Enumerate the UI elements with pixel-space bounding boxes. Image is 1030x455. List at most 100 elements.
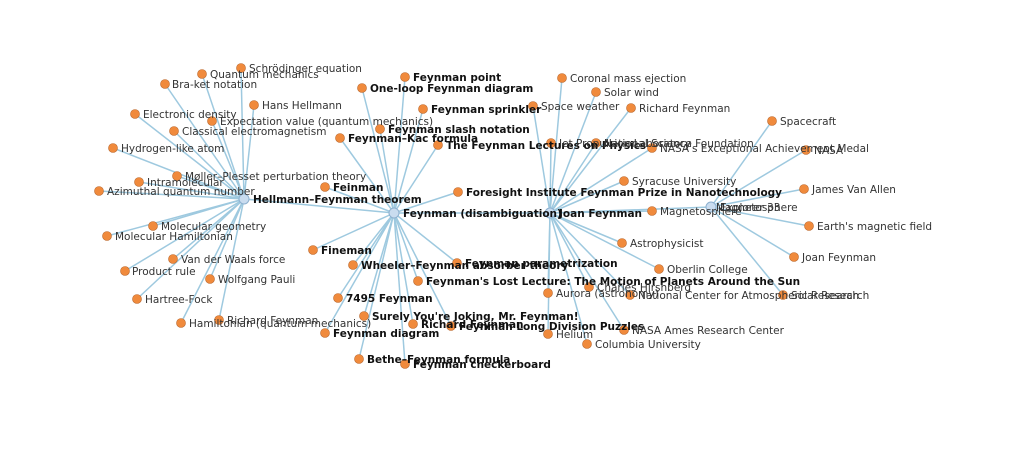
leaf-node[interactable]	[160, 79, 170, 89]
leaf-node[interactable]	[546, 138, 556, 148]
leaf-node[interactable]	[176, 318, 186, 328]
leaf-node[interactable]	[400, 359, 410, 369]
leaf-node[interactable]	[320, 328, 330, 338]
leaf-node[interactable]	[452, 258, 462, 268]
leaf-node[interactable]	[130, 109, 140, 119]
leaf-node[interactable]	[207, 116, 217, 126]
leaf-node[interactable]	[433, 140, 443, 150]
leaf-node[interactable]	[375, 124, 385, 134]
edge-feynman-23	[339, 137, 395, 214]
leaf-node[interactable]	[591, 138, 601, 148]
leaf-node[interactable]	[557, 73, 567, 83]
leaf-node[interactable]	[408, 319, 418, 329]
leaf-node[interactable]	[619, 325, 629, 335]
leaf-label: Solar wind	[604, 87, 659, 99]
leaf-node[interactable]	[94, 186, 104, 196]
hub-node-joan[interactable]	[544, 207, 556, 219]
leaf-label: Feynman checkerboard	[413, 359, 551, 371]
leaf-node[interactable]	[169, 126, 179, 136]
leaf-node[interactable]	[789, 252, 799, 262]
leaf-node[interactable]	[647, 143, 657, 153]
hub-node-hellmann[interactable]	[238, 193, 250, 205]
hub-edge-hellmann-feynman	[243, 198, 395, 214]
leaf-node[interactable]	[619, 176, 629, 186]
leaf-node[interactable]	[647, 206, 657, 216]
leaf-node[interactable]	[591, 87, 601, 97]
leaf-node[interactable]	[413, 276, 423, 286]
edge-hellmann-2	[164, 83, 245, 200]
leaf-label: Product rule	[132, 266, 196, 278]
edge-hellmann-6	[173, 130, 245, 200]
leaf-node[interactable]	[543, 288, 553, 298]
leaf-label: Bethe–Feynman formula	[367, 354, 510, 366]
leaf-label: Hamiltonian (quantum mechanics)	[189, 318, 371, 330]
leaf-node[interactable]	[453, 187, 463, 197]
leaf-node[interactable]	[249, 100, 259, 110]
leaf-label: Feynman Long Division Puzzles	[459, 321, 644, 333]
leaf-node[interactable]	[120, 266, 130, 276]
leaf-node[interactable]	[320, 182, 330, 192]
leaf-node[interactable]	[108, 143, 118, 153]
hub-label-joan: Joan Feynman	[558, 208, 642, 220]
leaf-node[interactable]	[359, 311, 369, 321]
leaf-label: Classical electromagnetism	[182, 126, 326, 138]
edge-feynman-37	[393, 212, 406, 365]
edge-feynman-31	[337, 212, 395, 299]
leaf-node[interactable]	[778, 290, 788, 300]
leaf-label: Schrödinger equation	[249, 63, 362, 75]
hub-node-explorer[interactable]	[705, 201, 717, 213]
leaf-node[interactable]	[102, 231, 112, 241]
leaf-node[interactable]	[584, 282, 594, 292]
edge-hellmann-1	[201, 73, 245, 200]
leaf-node[interactable]	[804, 221, 814, 231]
leaf-node[interactable]	[617, 238, 627, 248]
leaf-node[interactable]	[308, 245, 318, 255]
leaf-node[interactable]	[236, 63, 246, 73]
leaf-node[interactable]	[197, 69, 207, 79]
leaf-label: Jet Propulsion Laboratory	[558, 138, 691, 150]
leaf-node[interactable]	[168, 254, 178, 264]
edge-hellmann-9	[138, 181, 245, 200]
edge-feynman-35	[324, 212, 395, 334]
leaf-node[interactable]	[357, 83, 367, 93]
leaf-label: Bra-ket notation	[172, 79, 257, 91]
leaf-node[interactable]	[767, 116, 777, 126]
leaf-node[interactable]	[654, 264, 664, 274]
hub-node-feynman[interactable]	[388, 207, 400, 219]
edge-hellmann-13	[172, 198, 245, 260]
leaf-node[interactable]	[446, 321, 456, 331]
edge-feynman-22	[379, 128, 395, 214]
leaf-node[interactable]	[205, 274, 215, 284]
edge-explorer-59	[710, 206, 795, 258]
leaf-node[interactable]	[625, 290, 635, 300]
leaf-label: Charles Hirshberg	[597, 282, 691, 294]
leaf-node[interactable]	[528, 101, 538, 111]
leaf-node[interactable]	[801, 145, 811, 155]
leaf-node[interactable]	[582, 339, 592, 349]
leaf-node[interactable]	[335, 133, 345, 143]
edge-explorer-60	[710, 206, 784, 296]
leaf-node[interactable]	[626, 103, 636, 113]
edge-feynman-24	[393, 144, 439, 214]
leaf-node[interactable]	[400, 72, 410, 82]
leaf-node[interactable]	[543, 329, 553, 339]
leaf-node[interactable]	[799, 184, 809, 194]
graph-nodes	[94, 63, 814, 369]
leaf-node[interactable]	[148, 221, 158, 231]
leaf-node[interactable]	[418, 104, 428, 114]
leaf-node[interactable]	[172, 171, 182, 181]
leaf-node[interactable]	[134, 177, 144, 187]
leaf-node[interactable]	[348, 260, 358, 270]
leaf-node[interactable]	[214, 315, 224, 325]
edge-hellmann-5	[211, 120, 245, 200]
leaf-node[interactable]	[132, 294, 142, 304]
edge-feynman-25	[324, 186, 395, 214]
edge-explorer-56	[710, 149, 807, 208]
leaf-label: The Feynman Lectures on Physics	[446, 140, 646, 152]
leaf-label: Hydrogen-like atom	[121, 143, 224, 155]
leaf-label: National Center for Atmospheric Research	[638, 290, 859, 302]
leaf-node[interactable]	[333, 293, 343, 303]
leaf-label: Hartree-Fock	[145, 294, 213, 306]
leaf-label: Richard Feynman	[227, 315, 318, 327]
leaf-node[interactable]	[354, 354, 364, 364]
